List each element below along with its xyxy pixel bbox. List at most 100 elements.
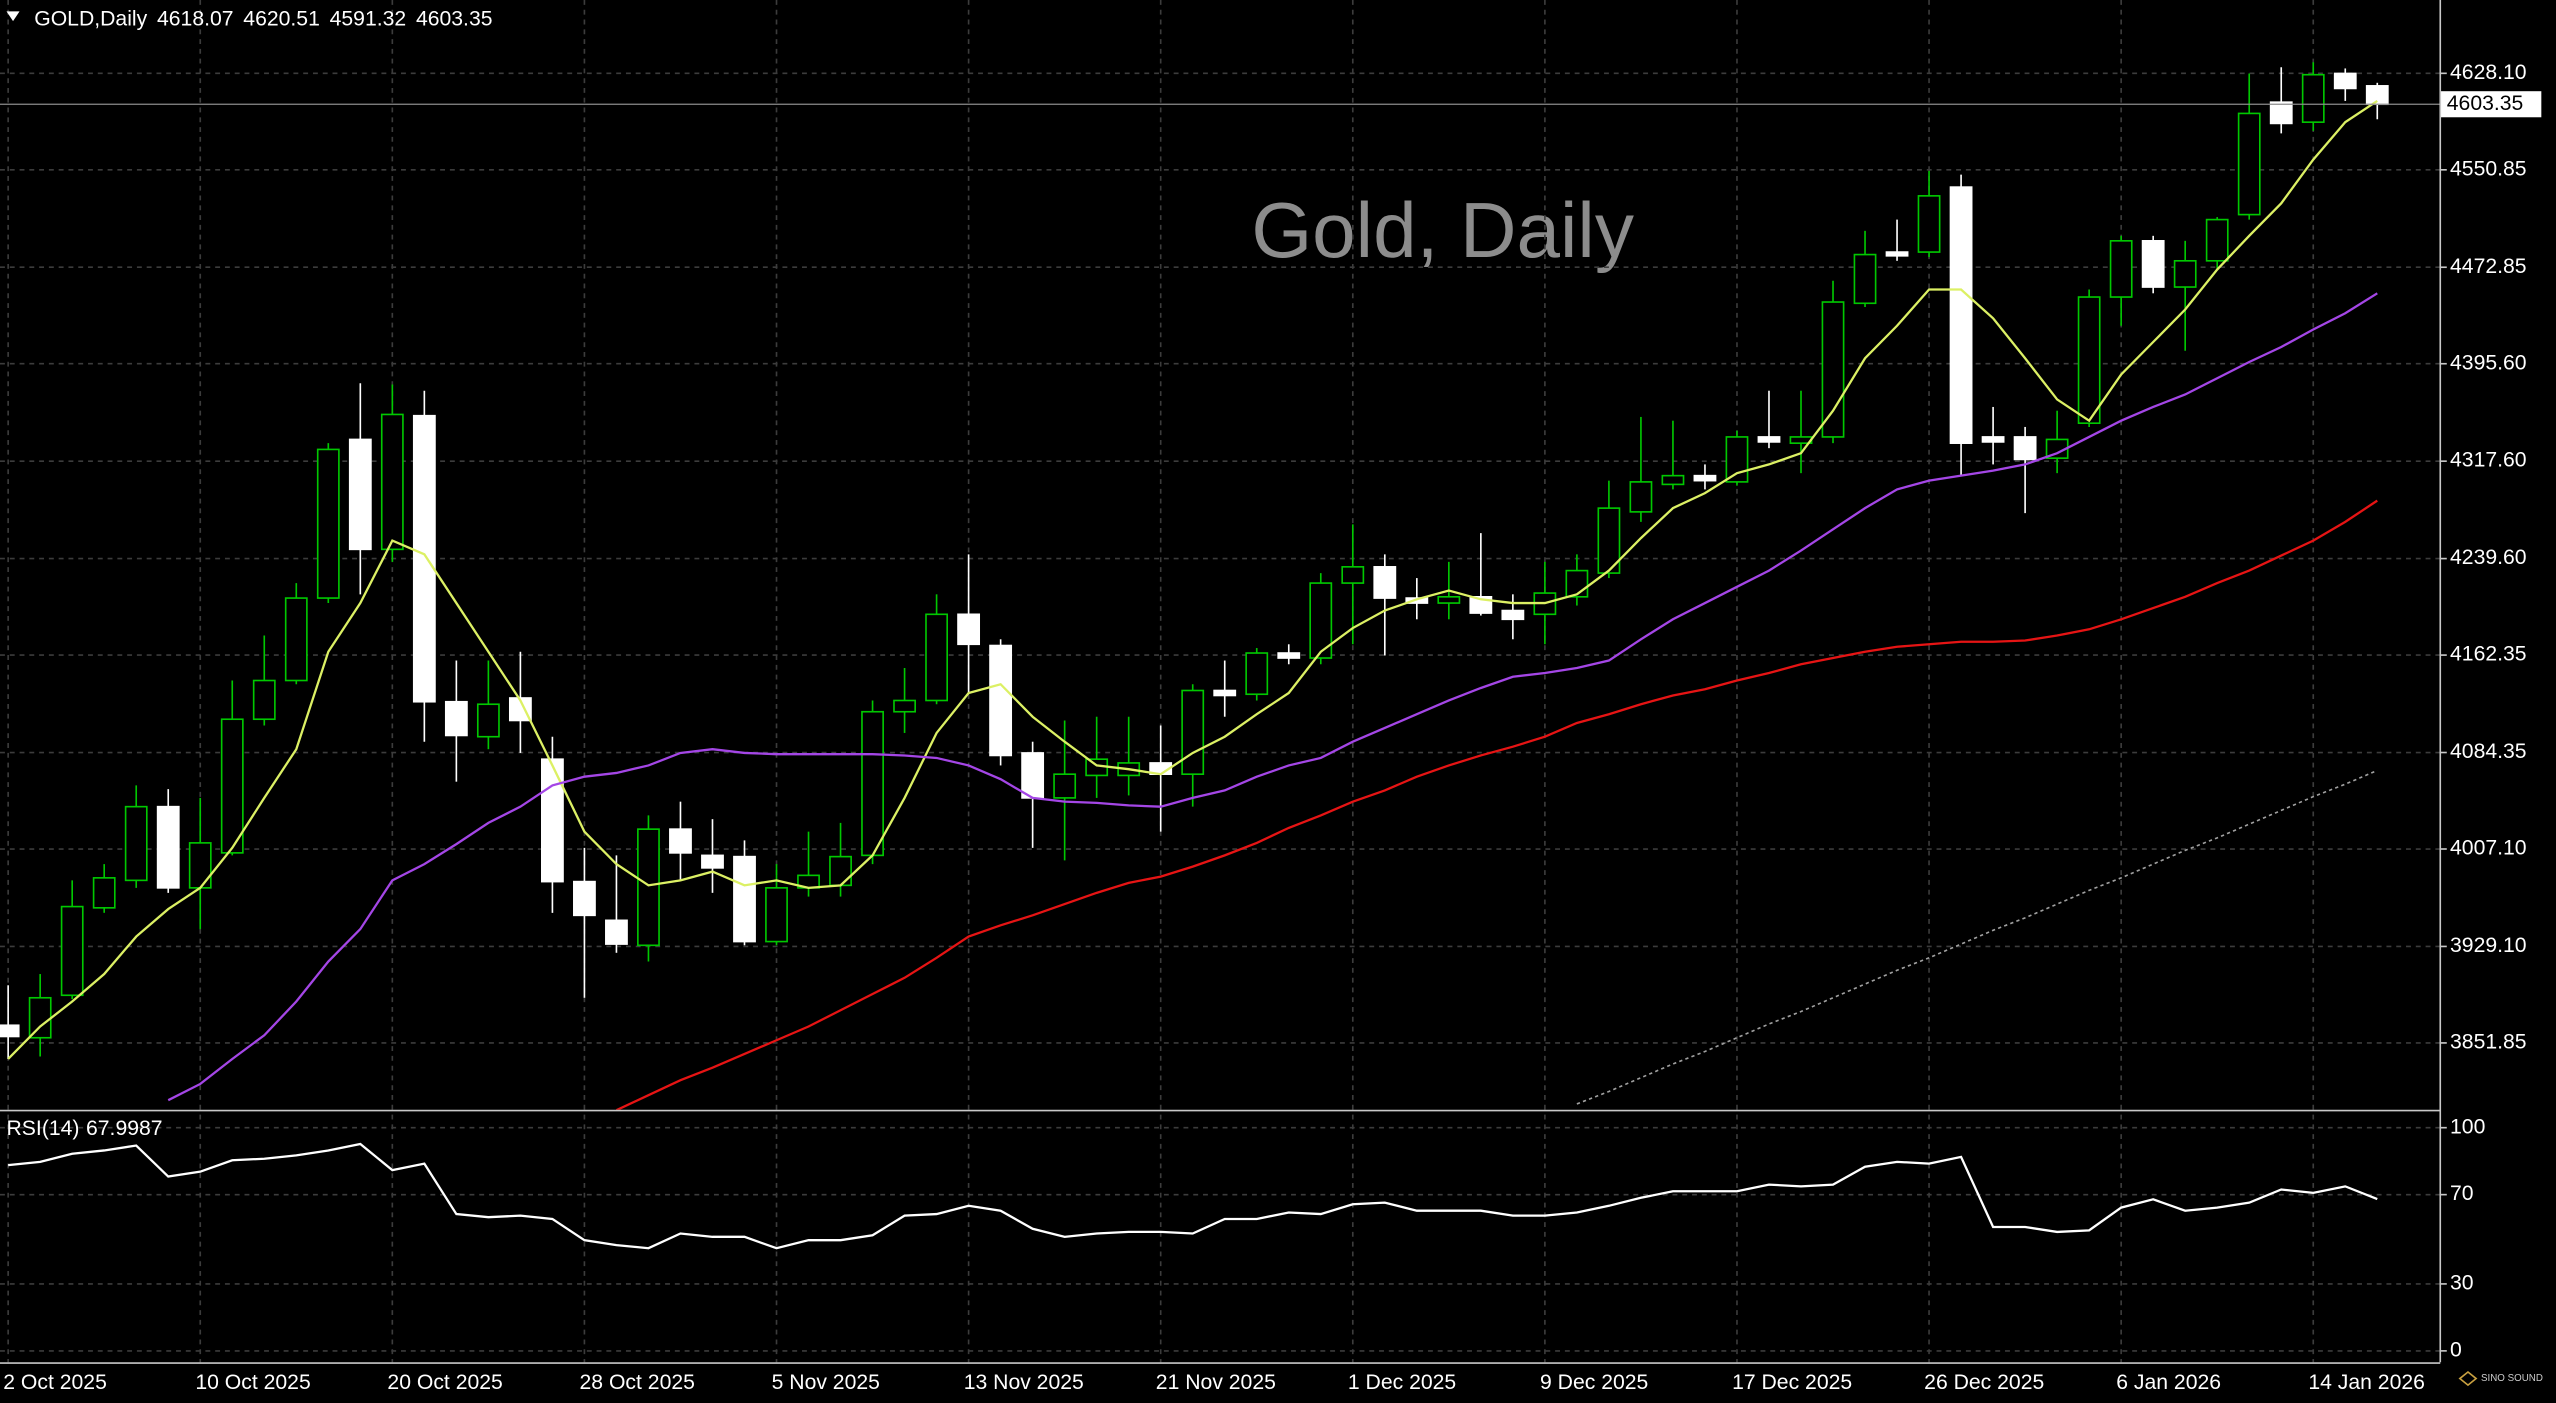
candle-body: [444, 700, 468, 737]
candle-body: [348, 438, 372, 551]
header-value: 4603.35: [416, 7, 493, 30]
candle-body: [1725, 436, 1749, 483]
x-tick-label: 26 Dec 2025: [1924, 1371, 2044, 1394]
rsi-label: RSI(14) 67.9987: [7, 1117, 163, 1140]
candle-body: [2077, 296, 2101, 425]
x-tick-label: 1 Dec 2025: [1348, 1371, 1456, 1394]
candle-body: [829, 855, 852, 887]
header: GOLD,Daily 4618.07 4620.51 4591.32 4603.35: [34, 7, 492, 30]
x-tick-label: 13 Nov 2025: [964, 1371, 1084, 1394]
watermark: Gold, Daily: [1251, 186, 1634, 274]
candle-body: [701, 854, 724, 869]
candle-body: [2237, 112, 2261, 216]
candle-body: [1661, 474, 1685, 486]
candle-body: [605, 919, 628, 945]
candle-body: [92, 877, 116, 909]
candle-body: [573, 880, 596, 917]
candle-body: [1853, 253, 1877, 305]
candle-body: [1629, 481, 1653, 513]
y-tick-label: 70: [2450, 1182, 2474, 1205]
x-tick-label: 28 Oct 2025: [580, 1371, 695, 1394]
x-tick-label: 2 Oct 2025: [3, 1371, 107, 1394]
candle-body: [1053, 773, 1077, 799]
candle-body: [540, 758, 564, 883]
header-value: GOLD,Daily: [34, 7, 147, 30]
y-tick-label: 3929.10: [2450, 934, 2527, 957]
y-tick-label: 4162.35: [2450, 643, 2527, 666]
x-tick-label: 10 Oct 2025: [195, 1371, 310, 1394]
candle-body: [284, 597, 308, 682]
x-tick-label: 14 Jan 2026: [2308, 1371, 2425, 1394]
y-tick-label: 4317.60: [2450, 449, 2527, 472]
last-price-label: 4603.35: [2447, 92, 2524, 115]
candle-body: [2109, 240, 2133, 298]
rsi-pane: [8, 1142, 2378, 1250]
candle-body: [925, 613, 949, 702]
rsi-title: RSI(14): [7, 1117, 80, 1140]
y-tick-label: 3851.85: [2450, 1031, 2527, 1054]
y-tick-label: 4007.10: [2450, 837, 2527, 860]
x-tick-label: 5 Nov 2025: [772, 1371, 880, 1394]
candle-body: [1821, 301, 1845, 438]
candle-body: [1245, 652, 1269, 696]
moving-average: [1576, 769, 2378, 1105]
y-tick-label: 4628.10: [2450, 61, 2527, 84]
price-pane: [0, 62, 2389, 1110]
candle-body: [476, 703, 500, 738]
candle-body: [1213, 689, 1237, 697]
last-price-box: [2440, 91, 2542, 118]
candle-body: [124, 805, 148, 882]
candle-body: [1341, 566, 1365, 584]
candle-body: [893, 699, 916, 713]
candle-body: [28, 996, 52, 1039]
candle-body: [733, 855, 756, 943]
candle-body: [0, 1024, 20, 1038]
x-tick-label: 17 Dec 2025: [1732, 1371, 1852, 1394]
y-tick-label: 0: [2450, 1338, 2462, 1361]
y-tick-label: 4472.85: [2450, 255, 2527, 278]
candle-body: [1693, 474, 1717, 482]
candle-body: [2013, 436, 2037, 461]
candle-body: [2333, 72, 2357, 90]
y-tick-label: 4239.60: [2450, 546, 2527, 569]
candle-body: [220, 718, 244, 854]
logo-icon: [2458, 1370, 2478, 1387]
candle-body: [412, 414, 436, 703]
y-tick-label: 30: [2450, 1272, 2474, 1295]
candle-body: [2269, 101, 2293, 125]
candle-body: [1405, 597, 1429, 604]
candle-body: [1757, 436, 1781, 443]
candle-body: [508, 697, 532, 722]
header-value: 4618.07: [157, 7, 234, 30]
rsi-line: [8, 1142, 2378, 1250]
candle-body: [60, 905, 84, 997]
candle-body: [637, 828, 660, 947]
candle-body: [1917, 195, 1941, 253]
candle-body: [1373, 566, 1397, 599]
header-value: 4591.32: [330, 7, 407, 30]
candle-body: [861, 710, 884, 857]
candle-body: [1949, 186, 1973, 444]
candle-body: [1277, 652, 1301, 659]
menu-triangle[interactable]: [6, 11, 20, 22]
candle-body: [989, 644, 1013, 757]
candle-body: [1885, 251, 1909, 257]
y-tick-label: 4395.60: [2450, 351, 2527, 374]
x-tick-label: 20 Oct 2025: [387, 1371, 502, 1394]
moving-average: [167, 292, 2378, 1102]
candle-body: [669, 828, 692, 854]
candle-body: [2173, 259, 2197, 288]
candle-body: [188, 842, 212, 889]
candle-body: [1565, 569, 1589, 598]
candle-body: [957, 613, 981, 646]
moving-average: [7, 99, 2378, 1060]
logo: SINO SOUND: [2481, 1373, 2543, 1384]
candle-body: [765, 887, 788, 943]
candle-body: [2301, 73, 2325, 123]
candle-body: [1021, 752, 1045, 799]
header-value: 4620.51: [243, 7, 320, 30]
candle-body: [2205, 218, 2229, 262]
axes: 4628.10 4550.85 4472.85 4395.60 4317.60 4239.…: [0, 61, 2542, 1394]
moving-average: [615, 499, 2378, 1110]
